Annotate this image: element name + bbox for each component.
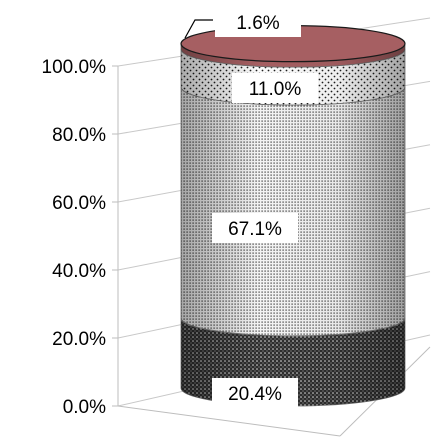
data-label-box [212,378,298,408]
data-label: 20.4% [228,384,282,405]
y-tick-label: 20.0% [52,329,106,350]
data-label: 11.0% [249,79,302,100]
data-label: 1.6% [236,13,279,34]
y-tick-label: 60.0% [52,193,106,214]
floor-edge [117,405,341,437]
leader-line [184,19,213,39]
data-label-box [212,213,298,243]
y-tick-label: 100.0% [42,57,107,78]
y-tick-label: 80.0% [52,125,106,146]
cylinder-shading-4 [181,43,406,68]
y-tick-label: 0.0% [63,397,106,418]
data-label-box [232,73,318,103]
data-label: 67.1% [228,219,282,240]
data-label-box [215,7,301,37]
cylinder-shading-2 [181,87,405,336]
y-tick-label: 40.0% [52,261,106,282]
